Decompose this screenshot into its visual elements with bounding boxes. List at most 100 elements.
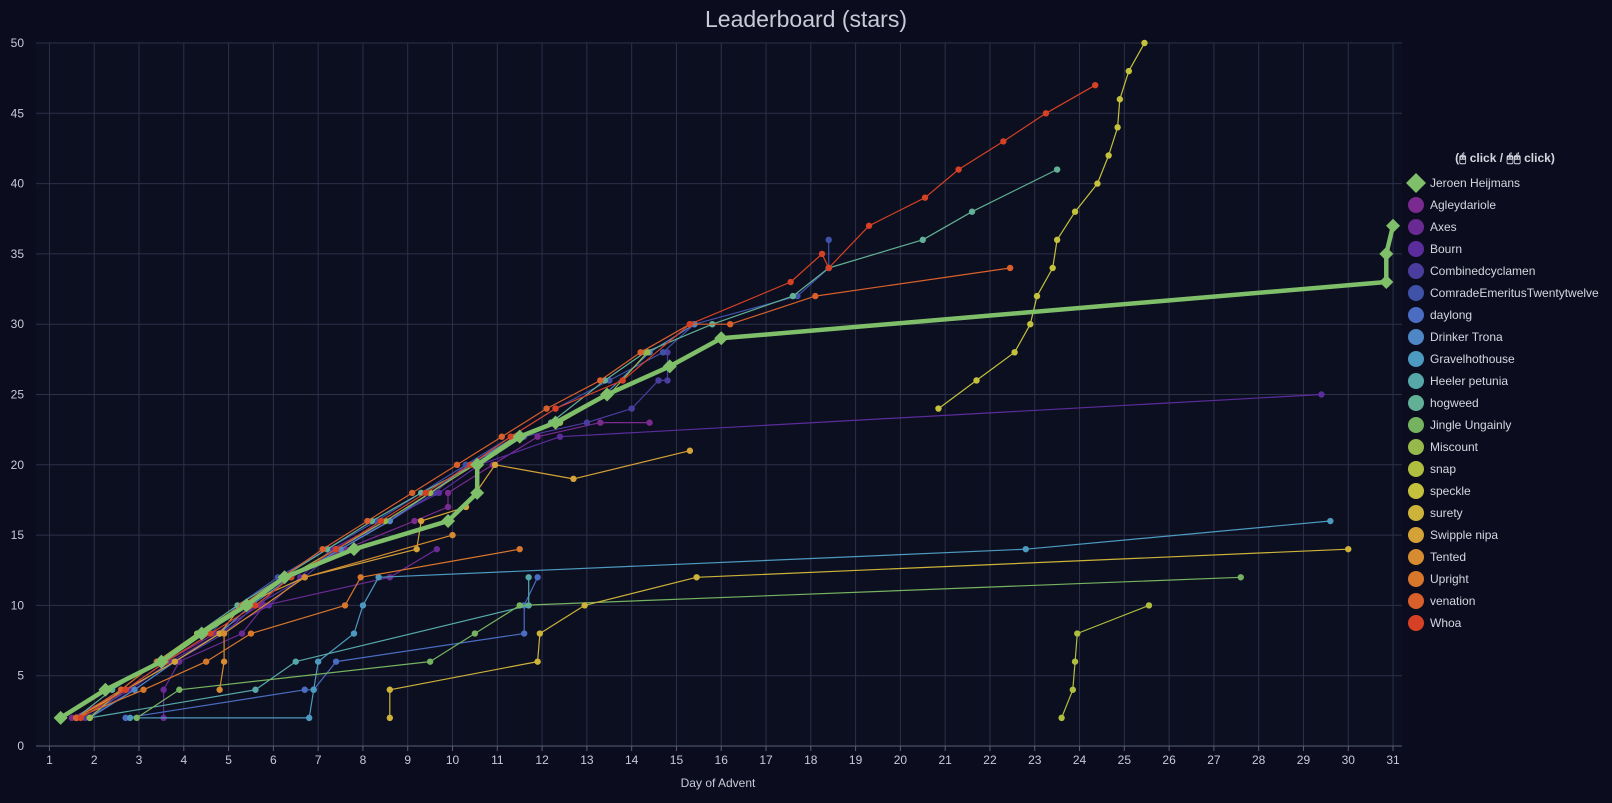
legend-item-gravelhothouse[interactable]: Gravelhothouse xyxy=(1408,351,1515,367)
data-point xyxy=(53,710,68,725)
y-tick-label: 30 xyxy=(11,317,25,331)
series-line-jingle-ungainly xyxy=(136,576,1241,719)
data-point xyxy=(1074,630,1081,637)
data-point xyxy=(507,433,514,440)
legend-item-bourn[interactable]: Bourn xyxy=(1408,241,1462,257)
data-point xyxy=(543,405,550,412)
legend-item-axes[interactable]: Axes xyxy=(1408,219,1457,235)
data-point xyxy=(160,686,167,693)
data-point xyxy=(386,686,394,693)
legend-marker xyxy=(1408,549,1424,565)
data-point xyxy=(171,658,179,665)
legend-item-speckle[interactable]: speckle xyxy=(1408,483,1471,499)
data-point xyxy=(552,405,559,412)
legend-item-tented[interactable]: Tented xyxy=(1408,549,1466,565)
data-point xyxy=(449,531,456,539)
x-tick-label: 14 xyxy=(625,753,639,767)
legend-marker xyxy=(1408,241,1424,257)
data-point xyxy=(1145,602,1153,609)
y-tick-label: 35 xyxy=(11,247,25,261)
legend-item-drinker-trona[interactable]: Drinker Trona xyxy=(1408,329,1503,345)
data-point xyxy=(122,686,129,693)
data-point xyxy=(512,429,527,444)
legend-item-jeroen-heijmans[interactable]: Jeroen Heijmans xyxy=(1406,173,1520,193)
data-point xyxy=(435,489,443,497)
legend[interactable]: (🖰 click / 🖰🖰 click) Jeroen Heijmans Agle… xyxy=(1406,151,1599,631)
data-point xyxy=(597,419,604,426)
legend-marker xyxy=(1408,351,1424,367)
legend-item-jingle-ungainly[interactable]: Jingle Ungainly xyxy=(1408,417,1511,433)
x-tick-label: 1 xyxy=(46,753,53,767)
legend-item-comradeemeritustwentytwelve[interactable]: ComradeEmeritusTwentytwelve xyxy=(1408,285,1599,301)
data-point xyxy=(659,349,667,356)
legend-item-surety[interactable]: surety xyxy=(1408,505,1463,521)
data-point xyxy=(98,682,113,697)
legend-label: Jingle Ungainly xyxy=(1430,418,1511,432)
data-point xyxy=(471,630,479,637)
data-point xyxy=(536,630,544,637)
data-point xyxy=(453,461,461,468)
legend-item-whoa[interactable]: Whoa xyxy=(1408,615,1462,631)
axis-ticks: 1 2 3 4 5 6 7 8 9 10 11 12 13 14 15 16 17 18 19 20 21 22 23 24 2… xyxy=(11,36,1402,767)
legend-label: Agleydariole xyxy=(1430,198,1496,212)
legend-item-daylong[interactable]: daylong xyxy=(1408,307,1472,323)
series-snap xyxy=(1058,602,1153,722)
data-point xyxy=(310,686,317,693)
x-tick-label: 8 xyxy=(360,753,367,767)
x-tick-label: 30 xyxy=(1342,753,1356,767)
x-tick-label: 11 xyxy=(491,753,504,767)
data-point xyxy=(1114,124,1121,131)
data-point xyxy=(1318,391,1325,398)
data-point xyxy=(1071,208,1079,215)
legend-item-hogweed[interactable]: hogweed xyxy=(1408,395,1479,411)
legend-item-snap[interactable]: snap xyxy=(1408,461,1456,477)
series-layer xyxy=(53,39,1401,725)
data-point xyxy=(409,489,416,497)
legend-item-miscount[interactable]: Miscount xyxy=(1408,439,1479,455)
data-point xyxy=(919,236,926,244)
series-speckle xyxy=(935,39,1148,412)
x-tick-label: 27 xyxy=(1207,753,1221,767)
data-point xyxy=(470,485,485,500)
legend-item-venation[interactable]: venation xyxy=(1408,593,1475,609)
data-point xyxy=(825,264,832,272)
data-point xyxy=(1069,686,1077,693)
data-point xyxy=(202,658,210,665)
legend-item-heeler-petunia[interactable]: Heeler petunia xyxy=(1408,373,1508,389)
data-point xyxy=(441,514,456,529)
legend-item-swipple-nipa[interactable]: Swipple nipa xyxy=(1408,527,1498,543)
x-tick-label: 12 xyxy=(535,753,549,767)
legend-label: Miscount xyxy=(1430,440,1479,454)
legend-item-upright[interactable]: Upright xyxy=(1408,571,1469,587)
data-point xyxy=(534,433,541,440)
legend-label: Bourn xyxy=(1430,242,1462,256)
data-point xyxy=(207,630,214,637)
data-point xyxy=(1000,138,1007,145)
legend-marker xyxy=(1408,285,1424,301)
x-tick-label: 13 xyxy=(580,753,594,767)
data-point xyxy=(548,415,563,430)
data-point xyxy=(346,542,361,557)
legend-item-combinedcyclamen[interactable]: Combinedcyclamen xyxy=(1408,263,1535,279)
y-tick-label: 20 xyxy=(11,458,25,472)
legend-label: Combinedcyclamen xyxy=(1430,264,1535,278)
data-point xyxy=(357,574,364,581)
data-point xyxy=(131,686,138,693)
legend-label: ComradeEmeritusTwentytwelve xyxy=(1430,286,1599,300)
data-point xyxy=(413,545,420,553)
legend-marker xyxy=(1408,395,1424,411)
x-tick-label: 6 xyxy=(270,753,277,767)
data-point xyxy=(628,405,635,412)
y-tick-label: 25 xyxy=(11,388,25,402)
data-point xyxy=(1386,218,1401,233)
data-point xyxy=(77,714,84,722)
data-point xyxy=(525,574,532,581)
data-point xyxy=(133,714,140,722)
data-point xyxy=(216,686,223,693)
series-jeroen-heijmans xyxy=(53,218,1401,725)
x-axis-label: Day of Advent xyxy=(681,776,756,790)
legend-item-agleydariole[interactable]: Agleydariole xyxy=(1408,197,1496,213)
data-point xyxy=(664,349,671,356)
data-point xyxy=(583,419,591,426)
data-point xyxy=(444,489,452,497)
